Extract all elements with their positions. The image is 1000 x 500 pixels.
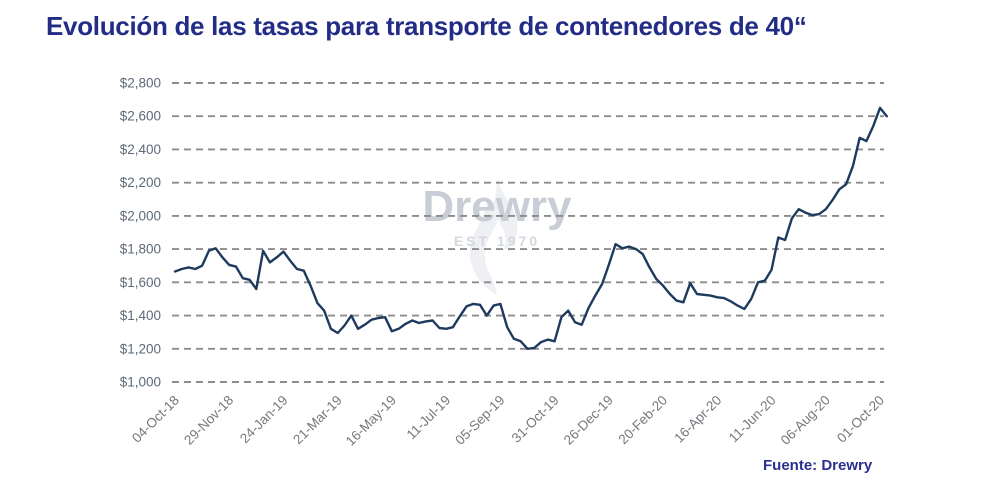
y-axis-tick-label: $2,000 bbox=[120, 208, 161, 223]
chart-title: Evolución de las tasas para transporte d… bbox=[46, 11, 807, 41]
x-axis-tick-label: 04-Oct-18 bbox=[129, 393, 182, 446]
x-axis-tick-label: 01-Oct-20 bbox=[834, 393, 887, 446]
x-axis-tick-label: 11-Jul-19 bbox=[404, 393, 454, 443]
x-axis-tick-label: 20-Feb-20 bbox=[616, 393, 671, 448]
x-axis-tick-label: 24-Jan-19 bbox=[237, 393, 291, 447]
x-axis-tick-label: 26-Dec-19 bbox=[561, 393, 616, 448]
y-axis-tick-label: $2,800 bbox=[120, 76, 161, 91]
x-axis-tick-label: 31-Oct-19 bbox=[509, 393, 562, 446]
y-axis-tick-label: $2,600 bbox=[120, 109, 161, 124]
y-axis-tick-label: $1,400 bbox=[120, 308, 161, 323]
rate-series-line bbox=[173, 106, 888, 350]
x-axis-tick-label: 16-May-19 bbox=[343, 393, 399, 449]
x-axis-tick-label: 16-Apr-20 bbox=[671, 393, 724, 446]
x-axis-tick-label: 29-Nov-18 bbox=[181, 393, 236, 448]
y-axis-tick-label: $2,400 bbox=[120, 142, 161, 157]
source-note: Fuente: Drewry bbox=[763, 457, 873, 474]
x-axis-tick-label: 05-Sep-19 bbox=[452, 393, 507, 448]
y-axis-tick-label: $1,800 bbox=[120, 242, 161, 257]
x-axis-tick-label: 06-Aug-20 bbox=[778, 393, 833, 448]
x-axis-tick-label: 21-Mar-19 bbox=[290, 393, 345, 448]
y-axis-tick-label: $1,600 bbox=[120, 275, 161, 290]
y-axis-tick-label: $1,200 bbox=[120, 341, 161, 356]
y-axis-tick-label: $2,200 bbox=[120, 175, 161, 190]
x-axis-tick-label: 11-Jun-20 bbox=[726, 393, 779, 446]
y-axis-tick-label: $1,000 bbox=[120, 375, 161, 390]
